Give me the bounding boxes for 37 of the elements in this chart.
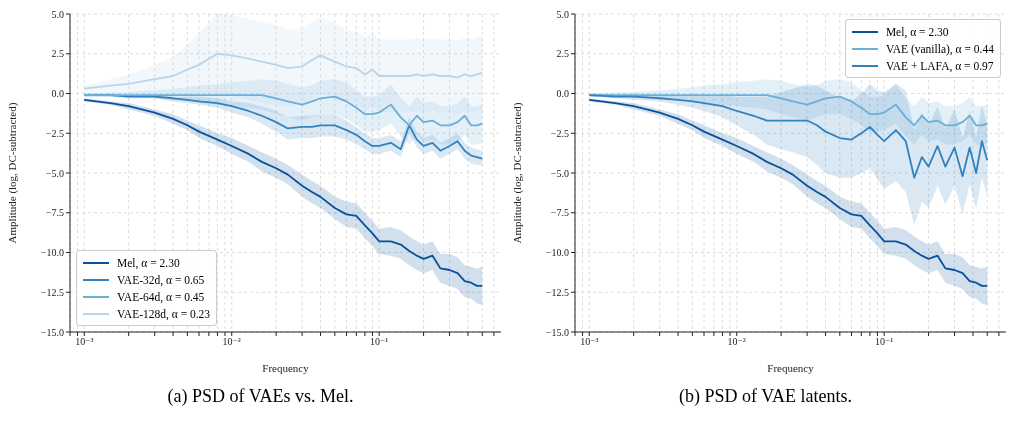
x-tick-label: 10⁻³: [75, 336, 94, 348]
y-axis-title: Amplitude (log, DC-subtracted): [510, 102, 524, 244]
legend-label: Mel, α = 2.30: [885, 25, 949, 38]
y-tick-label: 0.0: [556, 88, 569, 100]
y-tick-label: −2.5: [45, 127, 64, 139]
y-tick-label: −2.5: [550, 127, 569, 139]
legend-label: VAE-32d, α = 0.65: [117, 273, 205, 286]
y-tick-label: −12.5: [40, 286, 64, 298]
x-tick-label: 10⁻²: [222, 336, 241, 348]
legend-label: VAE + LAFA, α = 0.97: [885, 59, 994, 72]
text: (a) PSD of VAEs vs. Mel.: [166, 386, 355, 407]
x-axis-title: Frequency: [767, 362, 815, 374]
legend-label: VAE-64d, α = 0.45: [117, 290, 205, 303]
x-tick-label: 10⁻³: [580, 336, 599, 348]
y-tick-label: 2.5: [556, 48, 569, 60]
x-tick-label: 10⁻²: [727, 336, 746, 348]
legend-label: VAE (vanilla), α = 0.44: [885, 42, 994, 55]
text: (b) PSD of VAE latents.: [678, 386, 853, 407]
y-tick-label: −5.0: [45, 167, 64, 179]
y-tick-label: −7.5: [550, 207, 569, 219]
y-tick-label: −10.0: [40, 247, 64, 259]
y-tick-label: −12.5: [545, 286, 569, 298]
y-tick-label: 5.0: [51, 8, 64, 20]
y-tick-label: −7.5: [45, 207, 64, 219]
y-axis-title: Amplitude (log, DC-subtracted): [5, 102, 19, 244]
x-tick-label: 10⁻¹: [370, 336, 389, 348]
x-axis-title: Frequency: [262, 362, 310, 374]
legend-label: VAE-128d, α = 0.23: [117, 307, 211, 320]
y-tick-label: −15.0: [40, 326, 64, 338]
x-tick-label: 10⁻¹: [875, 336, 894, 348]
y-tick-label: 0.0: [51, 88, 64, 100]
y-tick-label: −15.0: [545, 326, 569, 338]
y-tick-label: 5.0: [556, 8, 569, 20]
y-tick-label: 2.5: [51, 48, 64, 60]
y-tick-label: −10.0: [545, 247, 569, 259]
legend-label: Mel, α = 2.30: [117, 256, 180, 269]
y-tick-label: −5.0: [550, 167, 569, 179]
